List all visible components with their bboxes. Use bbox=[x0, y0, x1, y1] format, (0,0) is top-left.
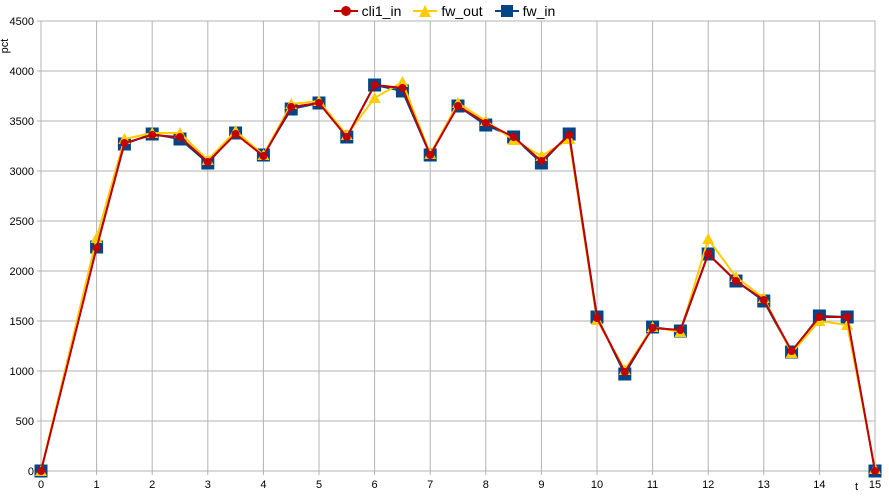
series-cli1-in bbox=[37, 81, 879, 475]
legend-label-fw-out: fw_out bbox=[441, 3, 483, 19]
data-point-cli1-in bbox=[676, 326, 685, 334]
data-point-cli1-in bbox=[37, 467, 45, 475]
legend-item-fw-in: fw_in bbox=[494, 3, 556, 19]
x-tick-label: 8 bbox=[483, 479, 489, 491]
grid-layer bbox=[37, 20, 876, 475]
legend-swatch-fw-out bbox=[413, 5, 438, 17]
plot-frame bbox=[40, 20, 876, 472]
legend-item-cli1-in: cli1_in bbox=[333, 3, 402, 19]
series-line-cli1-in bbox=[40, 84, 876, 472]
legend-label-fw-in: fw_in bbox=[522, 3, 556, 19]
x-tick-label: 4 bbox=[260, 479, 266, 491]
data-point-cli1-in bbox=[176, 133, 184, 141]
tick-layer: 0 1 2 3 4 5 6 7 8 9 10 11 12 13 14 15050010001500200025… bbox=[10, 16, 882, 491]
data-point-cli1-in bbox=[454, 102, 462, 110]
data-point-fw-out bbox=[841, 319, 854, 330]
legend-swatch-cli1-in bbox=[333, 6, 358, 16]
data-point-cli1-in bbox=[342, 133, 351, 141]
y-tick-label: 3000 bbox=[10, 166, 34, 178]
x-tick-label: 3 bbox=[205, 479, 211, 491]
data-point-cli1-in bbox=[815, 313, 824, 321]
data-point-cli1-in bbox=[648, 324, 657, 332]
data-point-cli1-in bbox=[92, 244, 101, 252]
data-point-cli1-in bbox=[426, 151, 435, 159]
series-layer bbox=[34, 76, 882, 478]
data-point-cli1-in bbox=[843, 313, 852, 321]
y-tick-label: 4500 bbox=[10, 16, 34, 28]
data-point-cli1-in bbox=[620, 368, 629, 376]
x-tick-label: 15 bbox=[869, 479, 881, 491]
legend: cli1_in fw_out fw_in bbox=[0, 1, 889, 21]
data-point-cli1-in bbox=[287, 103, 296, 111]
data-point-cli1-in bbox=[787, 347, 796, 355]
data-point-cli1-in bbox=[509, 133, 518, 141]
data-point-cli1-in bbox=[759, 296, 768, 304]
x-tick-label: 7 bbox=[427, 479, 433, 491]
axis-layer bbox=[40, 20, 876, 472]
y-tick-label: 500 bbox=[16, 416, 34, 428]
data-point-cli1-in bbox=[259, 152, 268, 160]
data-point-cli1-in bbox=[315, 99, 323, 107]
y-tick-label: 0 bbox=[28, 466, 34, 478]
data-point-cli1-in bbox=[593, 314, 601, 322]
x-tick-label: 10 bbox=[591, 479, 603, 491]
legend-item-fw-out: fw_out bbox=[413, 3, 483, 19]
data-point-cli1-in bbox=[565, 131, 574, 139]
y-tick-label: 4000 bbox=[10, 66, 34, 78]
x-tick-label: 6 bbox=[372, 479, 378, 491]
series-line-fw-out bbox=[40, 81, 876, 472]
x-tick-label: 14 bbox=[813, 479, 825, 491]
x-tick-label: 1 bbox=[94, 479, 100, 491]
y-tick-label: 1000 bbox=[10, 366, 34, 378]
x-tick-label: 13 bbox=[758, 479, 770, 491]
series-line-fw-in bbox=[40, 84, 876, 472]
data-point-cli1-in bbox=[481, 119, 490, 127]
x-tick-label: 5 bbox=[316, 479, 322, 491]
data-point-fw-out bbox=[702, 233, 715, 244]
data-point-fw-out bbox=[396, 76, 409, 87]
x-tick-label: 12 bbox=[702, 479, 714, 491]
x-tick-label: 2 bbox=[149, 479, 155, 491]
data-point-cli1-in bbox=[203, 158, 212, 166]
y-tick-label: 1500 bbox=[10, 316, 34, 328]
data-point-cli1-in bbox=[732, 277, 740, 285]
x-tick-label: 11 bbox=[647, 479, 658, 491]
data-point-cli1-in bbox=[231, 130, 240, 138]
y-tick-label: 3500 bbox=[10, 116, 34, 128]
legend-swatch-fw-in bbox=[494, 5, 519, 17]
y-axis-label: pct bbox=[0, 38, 11, 54]
x-axis-label: t bbox=[855, 481, 859, 493]
y-tick-label: 2000 bbox=[10, 266, 34, 278]
data-point-cli1-in bbox=[871, 467, 879, 475]
data-point-cli1-in bbox=[398, 84, 407, 92]
y-tick-label: 2500 bbox=[10, 216, 34, 228]
x-tick-label: 9 bbox=[538, 479, 544, 491]
data-point-fw-out bbox=[368, 92, 381, 103]
data-point-cli1-in bbox=[704, 250, 713, 258]
x-tick-label: 0 bbox=[38, 479, 44, 491]
data-point-cli1-in bbox=[370, 81, 379, 89]
data-point-cli1-in bbox=[148, 131, 157, 139]
data-point-cli1-in bbox=[120, 139, 129, 147]
legend-label-cli1-in: cli1_in bbox=[361, 3, 402, 19]
data-point-cli1-in bbox=[537, 157, 546, 165]
series-fw-in bbox=[34, 78, 882, 478]
